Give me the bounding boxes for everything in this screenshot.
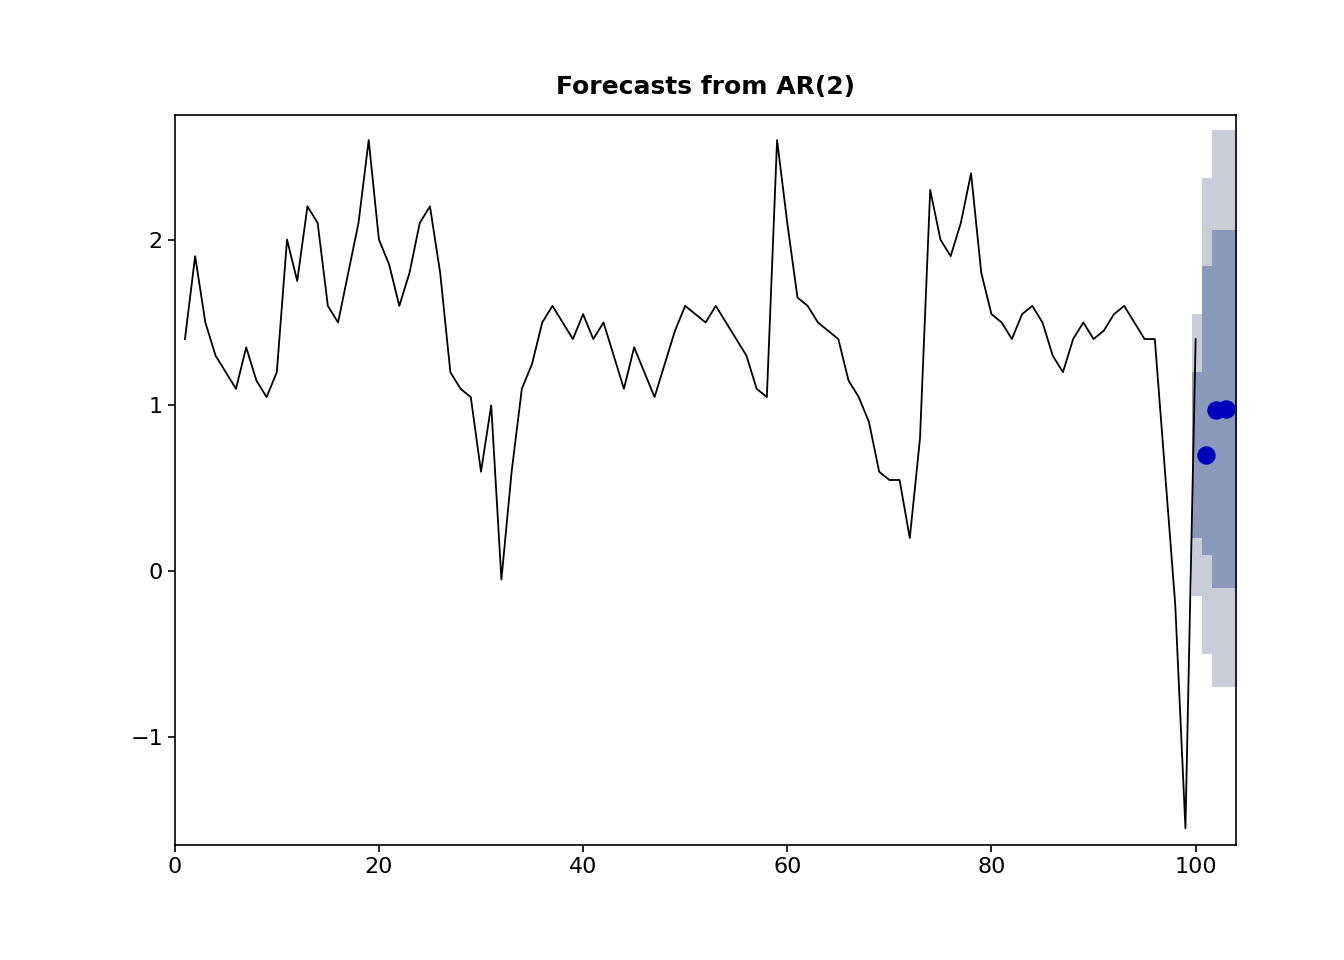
Point <box>1215 401 1236 417</box>
Title: Forecasts from AR(2): Forecasts from AR(2) <box>556 76 855 100</box>
Point <box>1195 447 1216 463</box>
Point <box>1206 402 1227 418</box>
